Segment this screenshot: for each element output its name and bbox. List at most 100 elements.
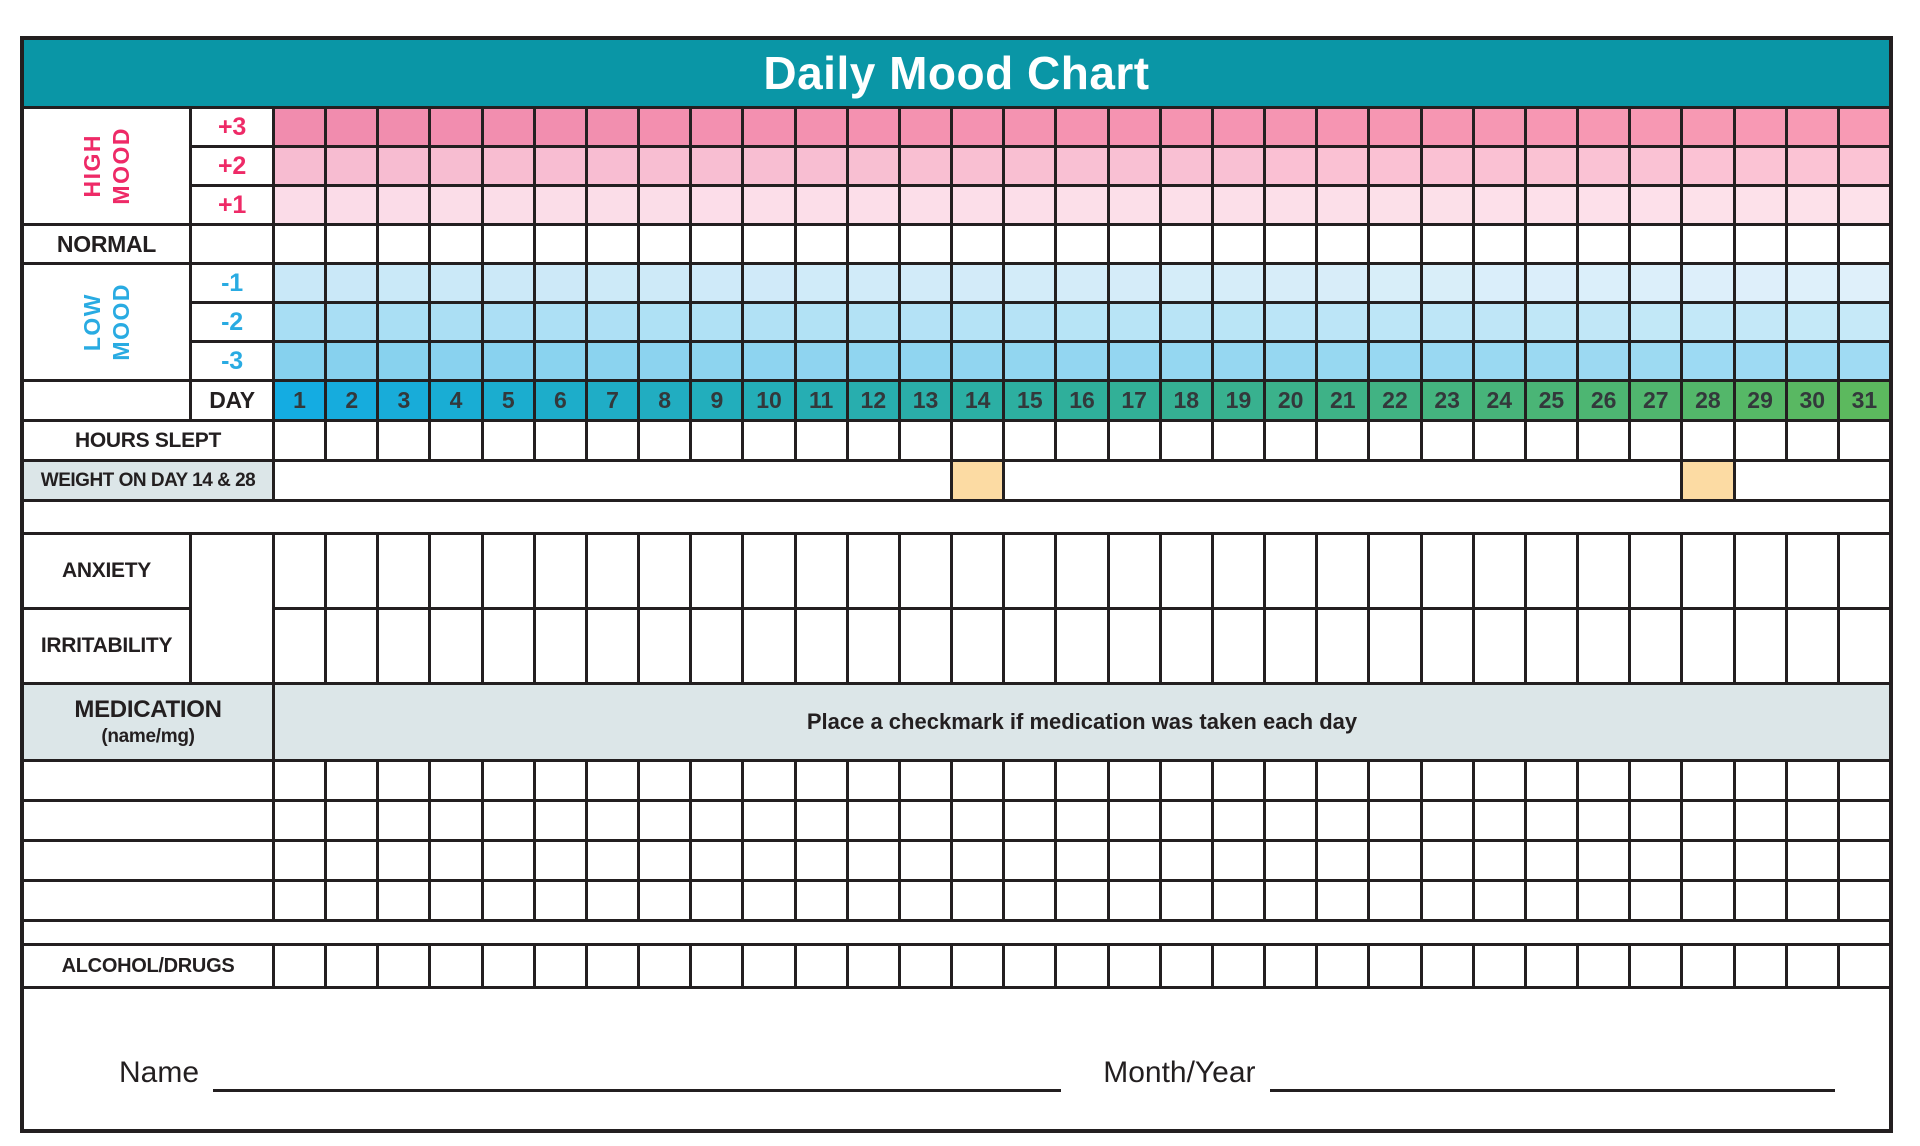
irritability-cell[interactable] xyxy=(587,610,638,682)
mood-plus2-cell[interactable] xyxy=(1683,148,1733,184)
medication-check-cell[interactable] xyxy=(1839,882,1889,919)
mood-plus2-cell[interactable] xyxy=(327,148,377,184)
medication-check-cell[interactable] xyxy=(1161,842,1211,879)
alcohol-drugs-cell[interactable] xyxy=(1161,946,1211,986)
medication-check-cell[interactable] xyxy=(1266,882,1316,919)
day-header-cell[interactable]: 29 xyxy=(1735,382,1785,419)
mood-plus3-cell[interactable] xyxy=(1005,109,1055,145)
mood-plus3-cell[interactable] xyxy=(953,109,1003,145)
mood-plus1-cell[interactable] xyxy=(587,187,638,223)
weight-days-1-13-cell[interactable] xyxy=(275,462,951,499)
medication-check-cell[interactable] xyxy=(483,802,533,839)
medication-check-cell[interactable] xyxy=(379,802,429,839)
mood-plus1-cell[interactable] xyxy=(275,187,325,223)
mood-plus1-cell[interactable] xyxy=(1109,187,1159,223)
mood-minus3-cell[interactable] xyxy=(1005,343,1055,379)
mood-plus1-cell[interactable] xyxy=(379,187,429,223)
name-input-line[interactable] xyxy=(213,1055,1062,1092)
mood-plus1-cell[interactable] xyxy=(1839,187,1889,223)
weight-day-14-highlight-cell[interactable] xyxy=(953,462,1003,499)
alcohol-drugs-cell[interactable] xyxy=(1005,946,1055,986)
anxiety-cell[interactable] xyxy=(1631,535,1681,607)
day-header-cell[interactable]: 22 xyxy=(1370,382,1420,419)
medication-check-cell[interactable] xyxy=(1057,842,1107,879)
medication-check-cell[interactable] xyxy=(1161,802,1211,839)
mood-minus3-cell[interactable] xyxy=(1839,343,1889,379)
mood-plus2-cell[interactable] xyxy=(1370,148,1420,184)
mood-normal-cell[interactable] xyxy=(275,226,325,262)
mood-plus1-cell[interactable] xyxy=(1422,187,1472,223)
medication-check-cell[interactable] xyxy=(1213,802,1264,839)
day-header-cell[interactable]: 8 xyxy=(640,382,690,419)
medication-name-field[interactable] xyxy=(24,762,272,799)
anxiety-cell[interactable] xyxy=(483,535,533,607)
mood-normal-cell[interactable] xyxy=(744,226,794,262)
alcohol-drugs-cell[interactable] xyxy=(1370,946,1420,986)
medication-check-cell[interactable] xyxy=(640,802,690,839)
medication-check-cell[interactable] xyxy=(692,802,742,839)
mood-plus2-cell[interactable] xyxy=(692,148,742,184)
medication-check-cell[interactable] xyxy=(848,882,898,919)
medication-check-cell[interactable] xyxy=(1579,802,1629,839)
mood-plus3-cell[interactable] xyxy=(327,109,377,145)
alcohol-drugs-cell[interactable] xyxy=(1474,946,1524,986)
hours-slept-cell[interactable] xyxy=(692,422,742,459)
medication-check-cell[interactable] xyxy=(431,762,481,799)
medication-check-cell[interactable] xyxy=(1579,842,1629,879)
mood-plus3-cell[interactable] xyxy=(1109,109,1159,145)
mood-normal-cell[interactable] xyxy=(1318,226,1368,262)
medication-check-cell[interactable] xyxy=(1109,802,1159,839)
irritability-cell[interactable] xyxy=(640,610,690,682)
alcohol-drugs-cell[interactable] xyxy=(275,946,325,986)
mood-minus3-cell[interactable] xyxy=(431,343,481,379)
medication-check-cell[interactable] xyxy=(1266,842,1316,879)
mood-plus3-cell[interactable] xyxy=(1735,109,1785,145)
day-header-cell[interactable]: 5 xyxy=(483,382,533,419)
irritability-cell[interactable] xyxy=(1109,610,1159,682)
day-header-cell[interactable]: 9 xyxy=(692,382,742,419)
mood-plus1-cell[interactable] xyxy=(1318,187,1368,223)
mood-minus2-cell[interactable] xyxy=(640,304,690,340)
mood-normal-cell[interactable] xyxy=(692,226,742,262)
mood-normal-cell[interactable] xyxy=(483,226,533,262)
mood-minus2-cell[interactable] xyxy=(1422,304,1472,340)
alcohol-drugs-cell[interactable] xyxy=(1631,946,1681,986)
mood-plus1-cell[interactable] xyxy=(1631,187,1681,223)
medication-check-cell[interactable] xyxy=(587,762,638,799)
anxiety-cell[interactable] xyxy=(1109,535,1159,607)
mood-minus2-cell[interactable] xyxy=(796,304,846,340)
medication-check-cell[interactable] xyxy=(796,802,846,839)
medication-check-cell[interactable] xyxy=(483,882,533,919)
medication-name-field[interactable] xyxy=(24,882,272,919)
mood-plus2-cell[interactable] xyxy=(1266,148,1316,184)
weight-day-28-highlight-cell[interactable] xyxy=(1683,462,1733,499)
medication-check-cell[interactable] xyxy=(431,802,481,839)
mood-minus1-cell[interactable] xyxy=(744,265,794,301)
medication-check-cell[interactable] xyxy=(1109,882,1159,919)
medication-check-cell[interactable] xyxy=(900,802,951,839)
day-header-cell[interactable]: 11 xyxy=(796,382,846,419)
mood-plus2-cell[interactable] xyxy=(744,148,794,184)
mood-plus3-cell[interactable] xyxy=(900,109,951,145)
mood-minus2-cell[interactable] xyxy=(1735,304,1785,340)
anxiety-cell[interactable] xyxy=(796,535,846,607)
mood-plus3-cell[interactable] xyxy=(587,109,638,145)
mood-plus2-cell[interactable] xyxy=(1057,148,1107,184)
medication-check-cell[interactable] xyxy=(1526,842,1577,879)
day-header-cell[interactable]: 19 xyxy=(1213,382,1264,419)
hours-slept-cell[interactable] xyxy=(1370,422,1420,459)
hours-slept-cell[interactable] xyxy=(1213,422,1264,459)
mood-plus1-cell[interactable] xyxy=(1266,187,1316,223)
anxiety-cell[interactable] xyxy=(327,535,377,607)
hours-slept-cell[interactable] xyxy=(431,422,481,459)
mood-minus3-cell[interactable] xyxy=(535,343,585,379)
alcohol-drugs-cell[interactable] xyxy=(848,946,898,986)
mood-minus2-cell[interactable] xyxy=(379,304,429,340)
day-header-cell[interactable]: 10 xyxy=(744,382,794,419)
medication-check-cell[interactable] xyxy=(1631,882,1681,919)
medication-check-cell[interactable] xyxy=(431,842,481,879)
hours-slept-cell[interactable] xyxy=(1735,422,1785,459)
medication-check-cell[interactable] xyxy=(1422,762,1472,799)
mood-minus1-cell[interactable] xyxy=(900,265,951,301)
hours-slept-cell[interactable] xyxy=(275,422,325,459)
